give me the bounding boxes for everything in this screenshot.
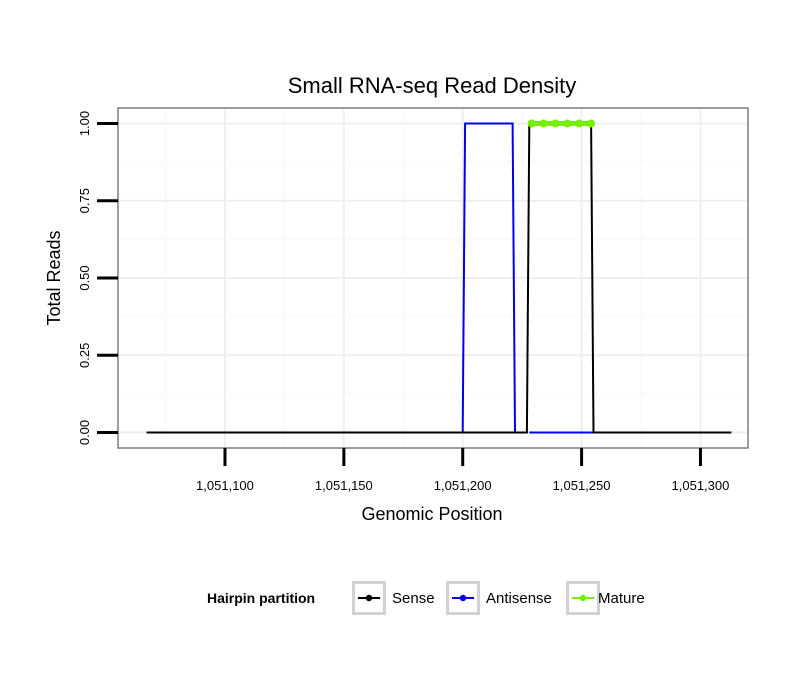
x-axis-title: Genomic Position bbox=[361, 504, 502, 524]
mature-point bbox=[551, 119, 560, 128]
mature-point bbox=[575, 119, 584, 128]
mature-point bbox=[587, 119, 596, 128]
legend-item-mature: Mature bbox=[566, 581, 645, 615]
legend-key-point bbox=[459, 594, 467, 602]
y-tick-label: 0.25 bbox=[77, 343, 92, 368]
legend-item-sense: Sense bbox=[352, 581, 435, 615]
series-line-antisense bbox=[461, 122, 516, 433]
y-tick-label: 0.50 bbox=[77, 265, 92, 290]
mature-point bbox=[539, 119, 548, 128]
mature-point bbox=[527, 119, 536, 128]
x-axis: 1,051,100 1,051,150 1,051,200 1,051,250 1,05… bbox=[196, 448, 729, 493]
y-tick-label: 0.75 bbox=[77, 188, 92, 213]
mature-point bbox=[563, 119, 572, 128]
legend-item-antisense: Antisense bbox=[446, 581, 552, 615]
legend-label: Antisense bbox=[486, 590, 552, 607]
legend-label: Sense bbox=[392, 590, 435, 607]
legend-key-point bbox=[579, 594, 587, 602]
legend-label: Mature bbox=[598, 590, 645, 607]
grid bbox=[118, 108, 748, 448]
x-tick-label: 1,051,300 bbox=[672, 478, 730, 493]
legend: Hairpin partition Sense Antisense Mature bbox=[207, 581, 645, 615]
x-tick-label: 1,051,100 bbox=[196, 478, 254, 493]
series-layer bbox=[146, 119, 732, 434]
chart-title: Small RNA-seq Read Density bbox=[288, 73, 577, 98]
x-tick-label: 1,051,150 bbox=[315, 478, 373, 493]
x-tick-label: 1,051,200 bbox=[434, 478, 492, 493]
legend-key-point bbox=[365, 594, 373, 602]
y-axis-title: Total Reads bbox=[44, 230, 64, 325]
x-tick-label: 1,051,250 bbox=[553, 478, 611, 493]
y-tick-label: 0.00 bbox=[77, 420, 92, 445]
y-tick-label: 1.00 bbox=[77, 111, 92, 136]
y-axis: 0.00 0.25 0.50 0.75 1.00 bbox=[77, 111, 118, 445]
legend-title: Hairpin partition bbox=[207, 590, 315, 606]
